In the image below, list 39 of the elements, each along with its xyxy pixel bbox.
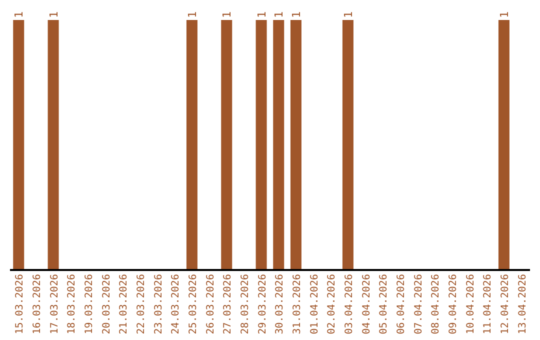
- x-tick-label: 03.04.2026: [344, 274, 355, 334]
- x-tick-label: 16.03.2026: [32, 274, 43, 334]
- x-tick-label: 27.03.2026: [222, 274, 234, 334]
- x-tick-label: 15.03.2026: [14, 274, 26, 334]
- data-label: 1: [186, 11, 199, 18]
- x-tick-label: 05.04.2026: [378, 274, 390, 334]
- x-tick-label: 31.03.2026: [292, 274, 303, 334]
- x-tick-label: 07.04.2026: [413, 274, 424, 334]
- data-label: 1: [255, 11, 268, 18]
- x-tick-label: 28.03.2026: [240, 274, 251, 334]
- x-tick-label: 02.04.2026: [326, 274, 338, 334]
- x-tick-label: 18.03.2026: [66, 274, 78, 334]
- x-tick-label: 12.04.2026: [500, 274, 511, 334]
- x-tick-label: 01.04.2026: [309, 274, 320, 334]
- x-tick-label: 25.03.2026: [188, 274, 199, 334]
- x-tick-label: 20.03.2026: [101, 274, 112, 334]
- x-tick-label: 04.04.2026: [361, 274, 372, 334]
- x-tick-label: 11.04.2026: [482, 274, 494, 334]
- x-tick-label: 23.03.2026: [153, 274, 164, 334]
- data-label: 1: [290, 11, 303, 18]
- x-tick-label: 30.03.2026: [274, 274, 286, 334]
- x-tick-label: 24.03.2026: [170, 274, 182, 334]
- x-tick-label: 06.04.2026: [396, 274, 407, 334]
- x-tick-label: 08.04.2026: [430, 274, 442, 334]
- x-tick-label: 13.04.2026: [517, 274, 528, 334]
- data-label: 1: [498, 11, 511, 18]
- x-tick-label: 21.03.2026: [118, 274, 130, 334]
- x-tick-label: 17.03.2026: [49, 274, 60, 334]
- x-tick-label: 26.03.2026: [205, 274, 216, 334]
- x-tick-label: 19.03.2026: [84, 274, 95, 334]
- data-label: 1: [220, 11, 234, 18]
- data-label: 1: [47, 11, 60, 18]
- x-tick-label: 10.04.2026: [465, 274, 476, 334]
- data-label: 1: [272, 11, 286, 18]
- x-tick-label: 29.03.2026: [257, 274, 268, 334]
- data-label: 1: [342, 11, 355, 18]
- x-tick-label: 09.04.2026: [448, 274, 459, 334]
- data-label: 1: [12, 11, 26, 18]
- x-tick-label: 22.03.2026: [136, 274, 147, 334]
